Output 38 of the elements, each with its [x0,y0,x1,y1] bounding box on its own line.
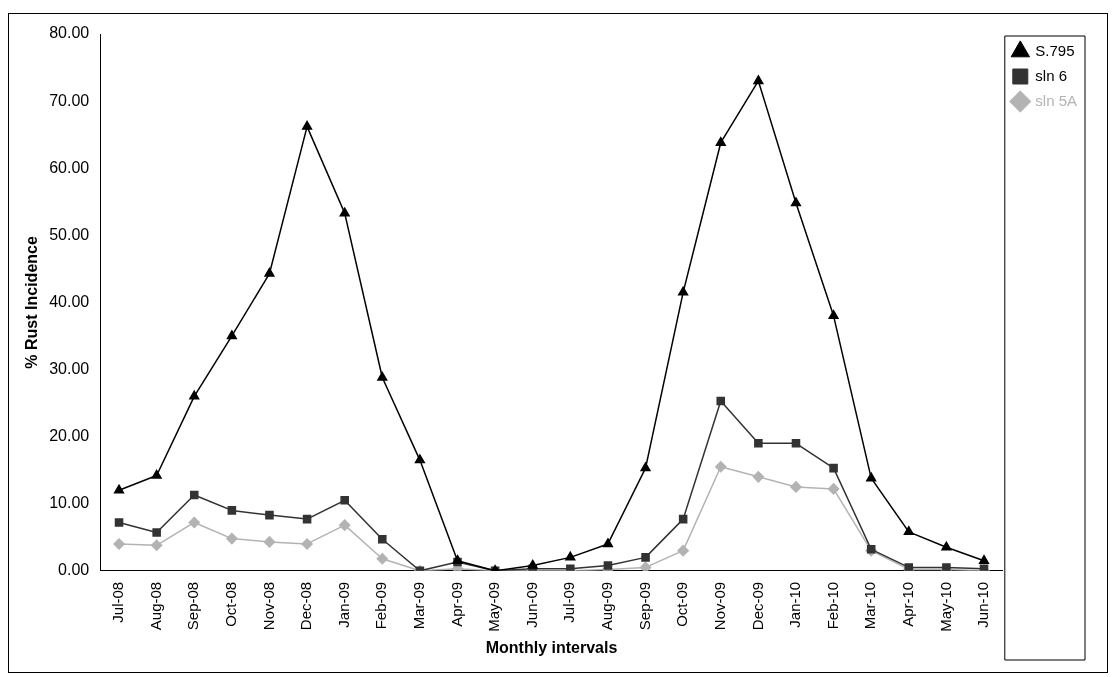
legend-label: sln 6 [1035,66,1067,84]
x-tick-label: Apr-10 [898,581,916,627]
x-tick-label: Jan-10 [786,581,804,628]
y-tick-label: 20.00 [49,426,90,444]
y-tick-label: 10.00 [49,494,90,512]
x-tick-label: Nov-08 [259,581,277,631]
y-axis-title: % Rust Incidence [23,236,41,369]
x-tick-label: Mar-10 [861,581,879,630]
y-tick-label: 0.00 [58,561,90,579]
x-tick-label: Jul-09 [560,581,578,623]
x-tick-label: Feb-09 [372,581,390,630]
y-tick-label: 80.00 [49,24,90,42]
y-tick-label: 40.00 [49,292,90,310]
x-tick-label: Sep-09 [635,581,653,631]
x-tick-label: Jan-09 [334,581,352,628]
legend-label: S.795 [1035,41,1075,59]
y-tick-label: 50.00 [49,225,90,243]
x-tick-label: Dec-09 [748,581,766,631]
x-tick-label: Oct-09 [673,581,691,627]
x-tick-label: Aug-09 [598,581,616,631]
x-tick-label: Feb-10 [823,581,841,630]
x-tick-label: Aug-08 [146,581,164,631]
y-tick-label: 60.00 [49,158,90,176]
x-tick-label: May-10 [936,581,954,632]
x-tick-label: Sep-08 [184,581,202,631]
x-tick-label: May-09 [485,581,503,632]
x-tick-label: Jul-08 [109,581,127,623]
x-tick-label: Oct-08 [222,581,239,627]
x-tick-label: Dec-08 [297,581,315,631]
x-tick-label: Apr-09 [447,581,465,627]
x-tick-label: Jun-10 [974,581,992,628]
y-tick-label: 30.00 [49,359,90,377]
x-tick-label: Mar-09 [410,581,428,630]
x-tick-label: Nov-09 [710,581,728,631]
legend-label: sln 5A [1035,91,1078,109]
x-axis-title: Monthly intervals [485,638,618,656]
x-tick-label: Jun-09 [522,581,540,628]
y-tick-label: 70.00 [49,91,90,109]
